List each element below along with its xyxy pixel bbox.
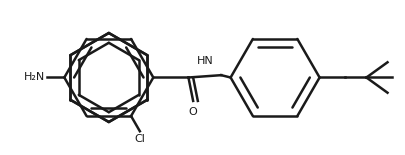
Text: O: O (189, 107, 198, 117)
Text: H₂N: H₂N (24, 73, 46, 82)
Text: Cl: Cl (134, 134, 145, 144)
Text: HN: HN (196, 56, 213, 66)
